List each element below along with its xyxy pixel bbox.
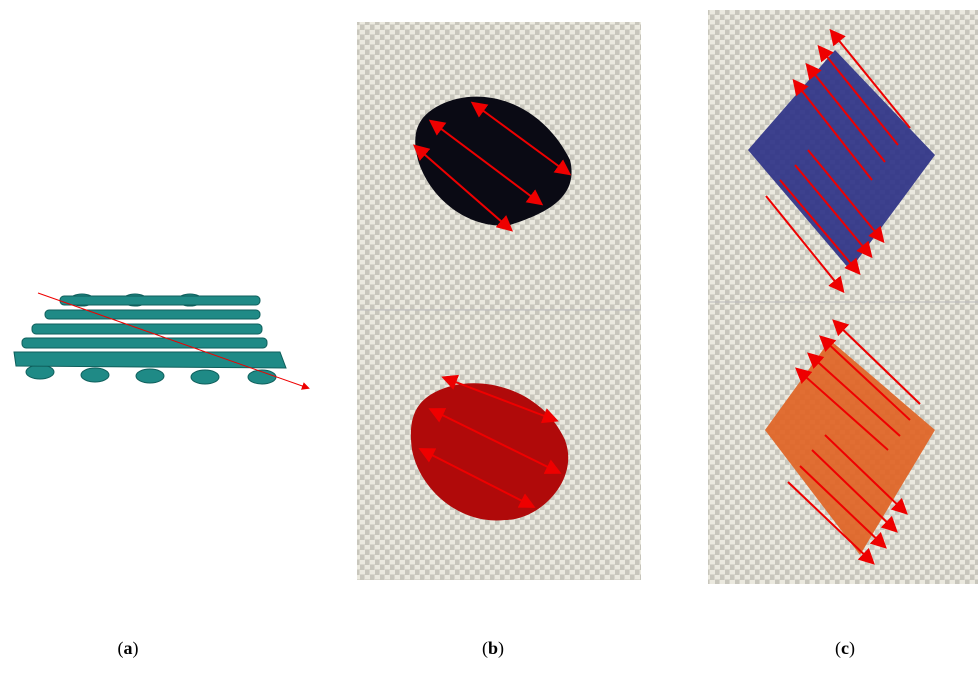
letter: a [124, 638, 133, 658]
panel-label: (b) [482, 638, 504, 659]
letter: c [841, 638, 849, 658]
panel-label: (c) [835, 638, 855, 659]
letter: b [488, 638, 498, 658]
panel-label: (a) [118, 638, 139, 659]
paren: ) [498, 638, 504, 659]
panel-b [357, 22, 641, 580]
paren: ) [849, 638, 855, 659]
figure: (a) (b) (c) [0, 0, 978, 693]
panel-c [708, 10, 978, 584]
paren: ) [133, 638, 139, 659]
panel-a [14, 293, 308, 388]
